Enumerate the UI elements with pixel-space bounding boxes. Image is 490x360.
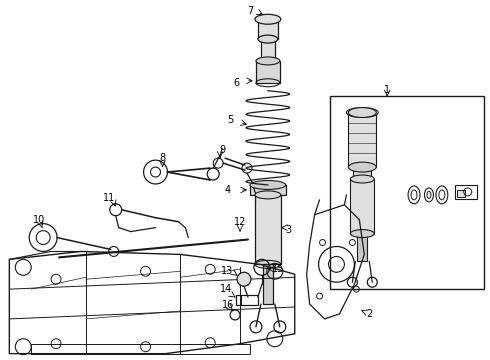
Text: 7: 7 (247, 6, 253, 16)
Bar (353, 167, 371, 179)
Text: 11: 11 (102, 193, 115, 203)
Bar (258, 19, 278, 39)
Ellipse shape (255, 191, 281, 199)
Bar (348, 113, 376, 167)
Bar (329, 96, 484, 289)
Bar (31, 344, 250, 354)
Bar (457, 190, 465, 197)
Text: 15: 15 (272, 264, 284, 274)
Ellipse shape (255, 14, 281, 24)
Bar (250, 185, 286, 195)
Ellipse shape (350, 230, 374, 238)
Text: 4: 4 (225, 185, 231, 195)
Ellipse shape (348, 162, 376, 172)
Text: 5: 5 (227, 116, 233, 126)
Text: 9: 9 (219, 145, 225, 155)
Bar (256, 61, 280, 83)
Text: 13: 13 (221, 266, 233, 276)
Text: 3: 3 (286, 225, 292, 235)
Text: 16: 16 (222, 300, 234, 310)
Bar (255, 195, 281, 264)
Text: 2: 2 (367, 309, 372, 319)
Bar (261, 39, 275, 61)
Bar (263, 264, 273, 304)
Text: 14: 14 (220, 284, 232, 294)
Ellipse shape (348, 108, 376, 117)
Ellipse shape (346, 108, 378, 117)
Text: 1: 1 (384, 85, 390, 95)
Text: 8: 8 (159, 153, 166, 163)
Bar (357, 234, 368, 261)
Ellipse shape (250, 180, 286, 189)
Ellipse shape (350, 175, 374, 183)
Text: 12: 12 (234, 217, 246, 227)
Bar (455, 185, 477, 199)
Circle shape (237, 272, 251, 286)
Text: 10: 10 (33, 215, 45, 225)
Text: 6: 6 (233, 78, 239, 88)
Bar (236, 295, 258, 305)
Ellipse shape (256, 57, 280, 65)
Bar (350, 179, 374, 234)
Ellipse shape (258, 35, 278, 43)
